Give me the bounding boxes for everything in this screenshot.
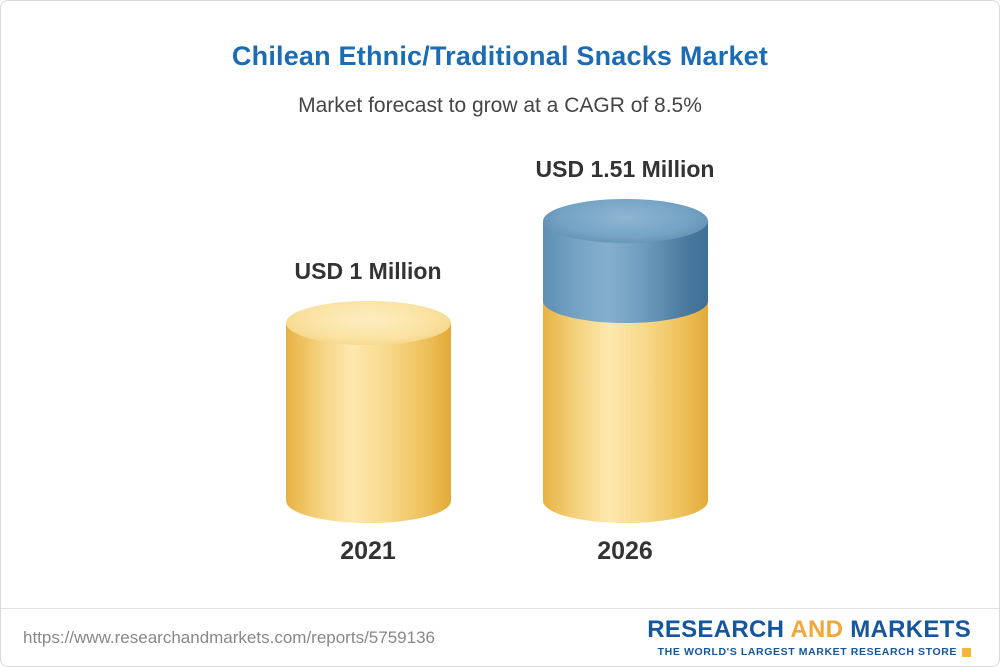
cylinder-2026 xyxy=(542,199,708,523)
logo-word-research: RESEARCH xyxy=(647,615,785,643)
bar-chart: USD 1 Million 2021 USD 1.51 Million 2026 xyxy=(1,156,999,566)
footer: https://www.researchandmarkets.com/repor… xyxy=(1,608,999,666)
logo-tagline-row: THE WORLD'S LARGEST MARKET RESEARCH STOR… xyxy=(647,647,971,658)
page-subtitle: Market forecast to grow at a CAGR of 8.5… xyxy=(298,94,702,117)
year-label-2021: 2021 xyxy=(340,537,396,565)
bar-group-2021: USD 1 Million 2021 xyxy=(285,258,451,566)
value-label-2026: USD 1.51 Million xyxy=(535,156,715,182)
research-and-markets-logo: RESEARCH AND MARKETS THE WORLD'S LARGEST… xyxy=(647,615,971,658)
cylinder-2021 xyxy=(285,301,451,523)
source-url-link[interactable]: https://www.researchandmarkets.com/repor… xyxy=(23,627,435,647)
cylinder-body-2021 xyxy=(285,323,451,523)
bar-group-2026: USD 1.51 Million 2026 xyxy=(536,156,715,566)
page-title: Chilean Ethnic/Traditional Snacks Market xyxy=(231,41,769,71)
logo-word-markets: MARKETS xyxy=(850,615,971,643)
cylinder-top-2021 xyxy=(285,301,451,345)
logo-accent-square-icon xyxy=(962,647,971,657)
value-label-2021: USD 1 Million xyxy=(294,258,442,284)
header: Chilean Ethnic/Traditional Snacks Market… xyxy=(1,1,999,118)
logo-word-and: AND xyxy=(790,615,844,643)
year-label-2026: 2026 xyxy=(597,537,653,565)
logo-wordmark: RESEARCH AND MARKETS xyxy=(647,615,971,643)
cylinder-top-2026 xyxy=(542,199,708,243)
logo-tagline: THE WORLD'S LARGEST MARKET RESEARCH STOR… xyxy=(657,645,957,658)
cylinder-base-2026 xyxy=(542,301,708,523)
